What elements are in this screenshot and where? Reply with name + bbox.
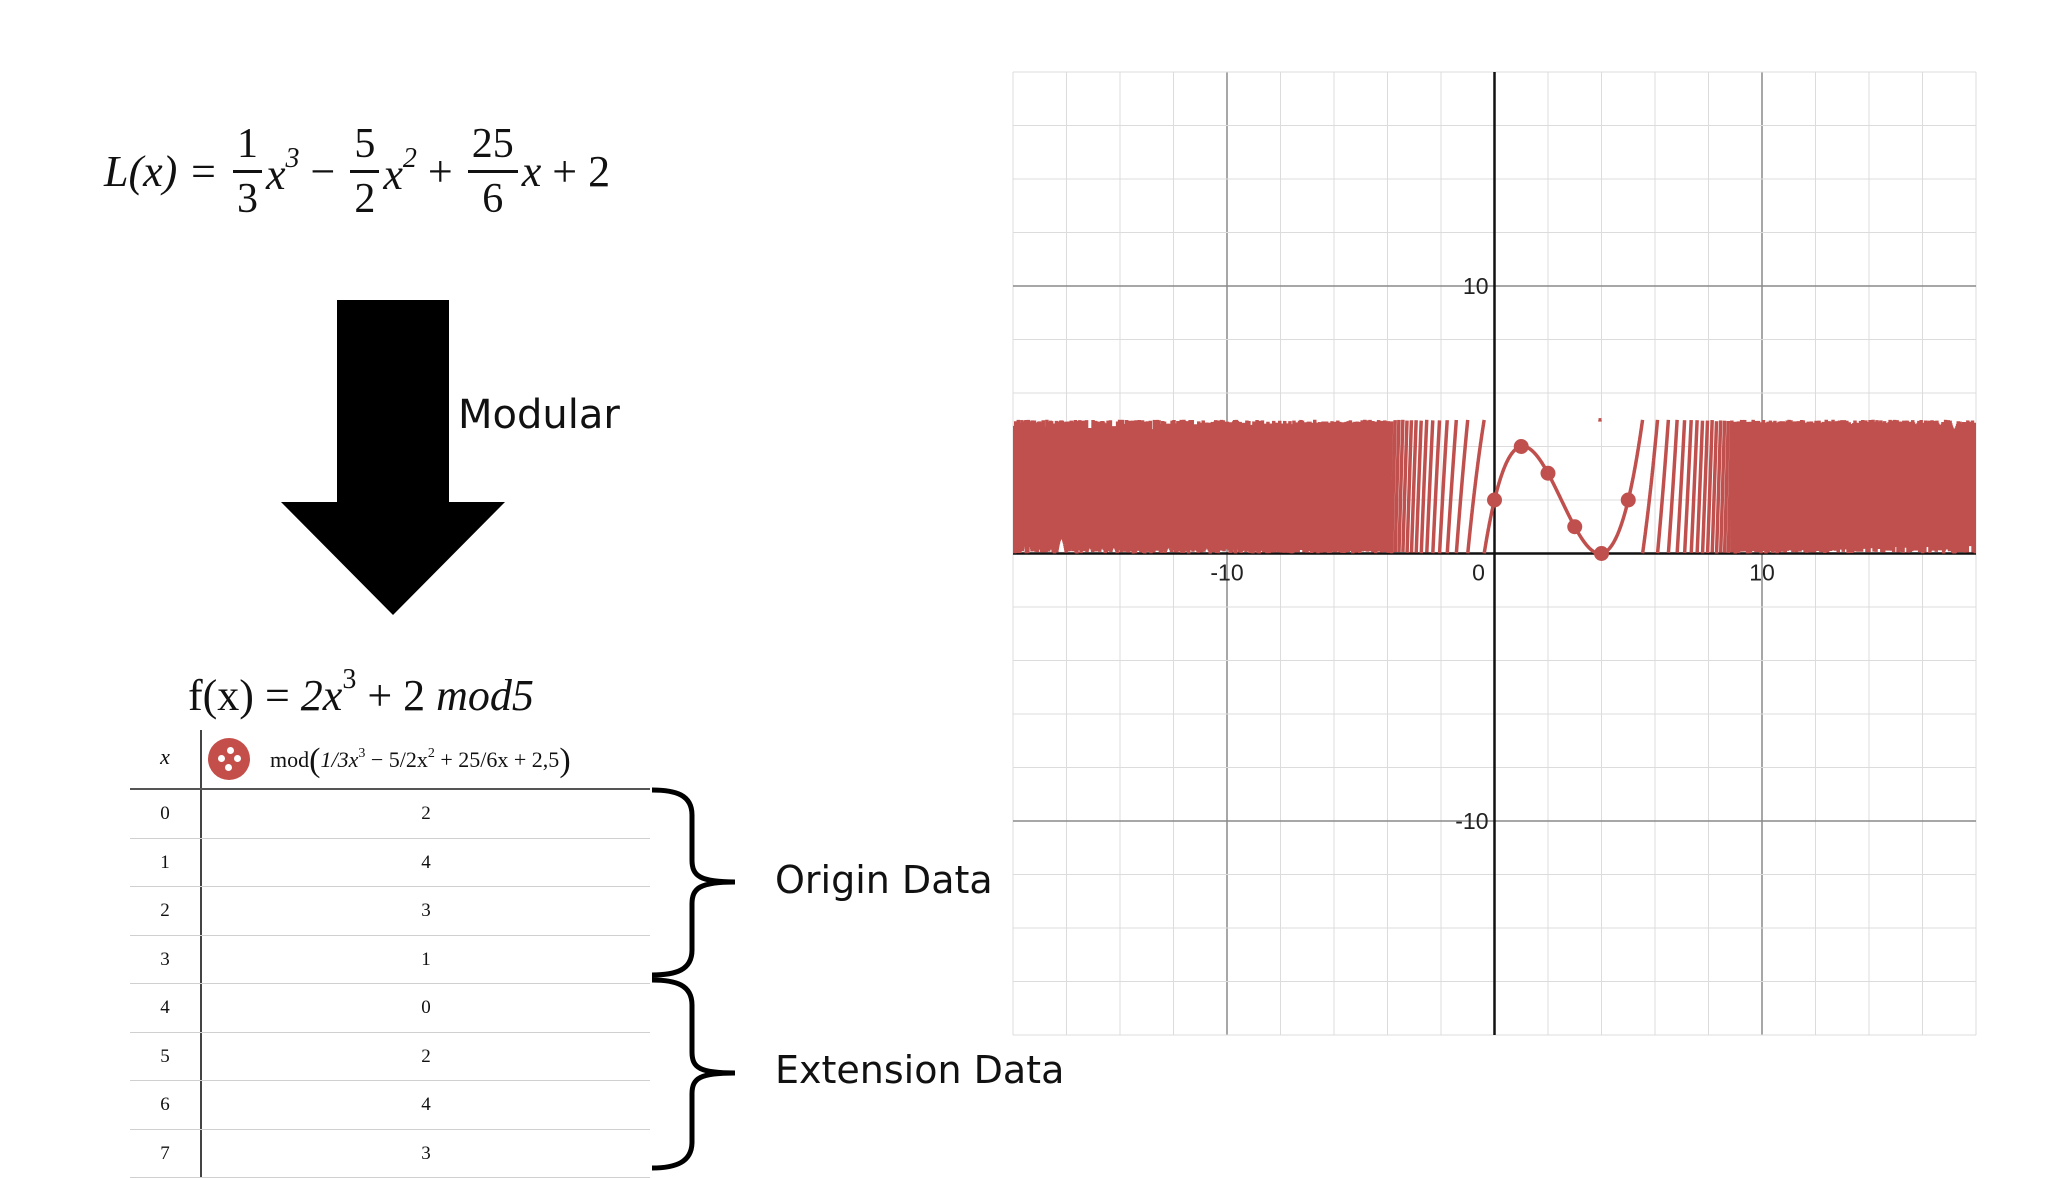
y-tick-label: -10 [1455, 808, 1488, 834]
x-tick-label: -10 [1210, 560, 1243, 586]
data-point [1541, 466, 1556, 481]
down-arrow-icon [281, 300, 505, 615]
data-point [1621, 493, 1636, 508]
data-point [1487, 493, 1502, 508]
data-point [1514, 439, 1529, 454]
x-tick-label: 0 [1472, 560, 1485, 586]
y-tick-label: 10 [1463, 273, 1489, 299]
origin-brace [652, 790, 735, 975]
function-graph[interactable]: -10 0 10 10 -10 [1013, 72, 1976, 1035]
extension-brace [652, 980, 735, 1168]
data-point [1594, 546, 1609, 561]
x-tick-label: 10 [1749, 560, 1775, 586]
data-point [1567, 519, 1582, 534]
